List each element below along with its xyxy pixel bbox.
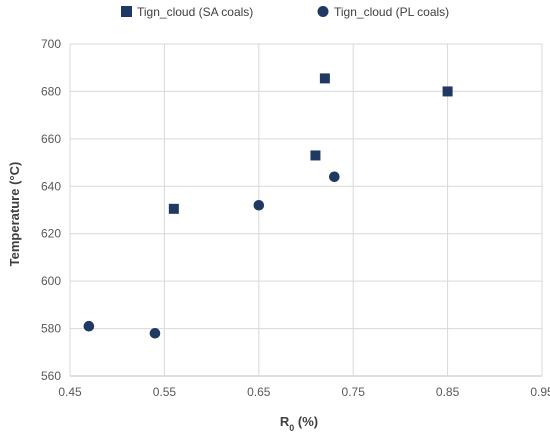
x-tick-label: 0.75 bbox=[342, 385, 366, 399]
data-point-sa-coals bbox=[168, 203, 179, 214]
data-point-pl-coals bbox=[149, 328, 161, 339]
data-points bbox=[83, 73, 453, 339]
y-tick-label: 640 bbox=[41, 179, 61, 193]
legend-label-pl-coals: Tign_cloud (PL coals) bbox=[334, 5, 449, 19]
data-point-sa-coals bbox=[319, 73, 330, 84]
legend-marker-sa-coals bbox=[121, 6, 132, 17]
x-axis-title-subscript: 0 bbox=[289, 423, 294, 433]
data-point-sa-coals bbox=[442, 86, 453, 97]
x-axis-title: R0 (%) bbox=[280, 414, 318, 433]
x-tick-label: 0.55 bbox=[153, 385, 177, 399]
data-point-sa-coals bbox=[310, 150, 321, 161]
y-tick-label: 660 bbox=[41, 132, 61, 146]
x-tick-label: 0.85 bbox=[436, 385, 460, 399]
data-point-pl-coals bbox=[329, 171, 340, 183]
data-point-pl-coals bbox=[83, 320, 95, 332]
y-axis-title: Temperature (°C) bbox=[7, 162, 22, 267]
x-tick-labels: 0.45 0.55 0.65 0.75 0.85 0.95 bbox=[58, 385, 550, 399]
y-tick-label: 580 bbox=[41, 322, 61, 336]
y-tick-label: 700 bbox=[41, 37, 61, 51]
y-tick-label: 680 bbox=[41, 84, 61, 98]
legend-marker-pl-coals bbox=[317, 6, 329, 17]
legend-label-sa-coals: Tign_cloud (SA coals) bbox=[137, 5, 253, 19]
x-tick-label: 0.65 bbox=[247, 385, 271, 399]
y-tick-label: 620 bbox=[41, 227, 61, 241]
gridlines bbox=[69, 43, 543, 377]
y-tick-labels: 560 580 600 620 640 660 680 700 bbox=[41, 37, 61, 383]
x-tick-label: 0.95 bbox=[530, 385, 550, 399]
data-point-pl-coals bbox=[253, 199, 265, 211]
legend: Tign_cloud (SA coals) Tign_cloud (PL coa… bbox=[121, 5, 449, 19]
y-tick-label: 600 bbox=[41, 274, 61, 288]
y-tick-label: 560 bbox=[41, 369, 61, 383]
x-tick-label: 0.45 bbox=[58, 385, 82, 399]
x-axis-title-main: R bbox=[280, 414, 290, 429]
x-axis-title-unit: (%) bbox=[294, 414, 318, 429]
